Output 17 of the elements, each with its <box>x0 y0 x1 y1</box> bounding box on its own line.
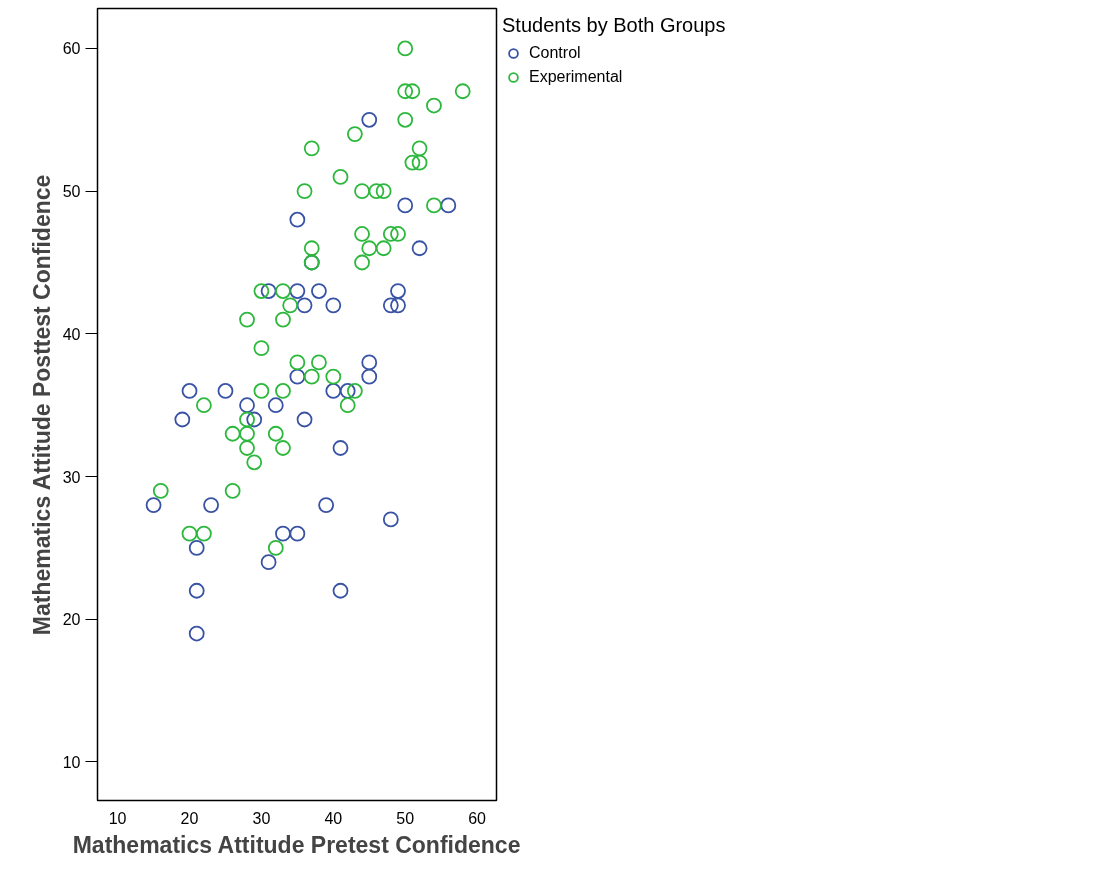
y-axis-title: Mathematics Attitude Posttest Confidence <box>28 174 55 636</box>
y-tick-label: 40 <box>62 325 81 343</box>
y-tick-label: 60 <box>62 40 81 58</box>
x-tick-label: 30 <box>252 809 271 827</box>
legend-title: Students by Both Groups <box>502 14 726 37</box>
x-tick-label: 10 <box>108 809 127 827</box>
y-tick-label: 30 <box>62 468 81 486</box>
legend-label: Control <box>529 44 581 62</box>
y-tick-label: 20 <box>62 611 81 629</box>
y-tick-label: 50 <box>62 183 81 201</box>
y-tick-label: 10 <box>62 753 81 771</box>
x-tick-label: 60 <box>468 809 487 827</box>
legend-label: Experimental <box>529 68 623 86</box>
x-tick-label: 50 <box>396 809 415 827</box>
x-tick-label: 40 <box>324 809 343 827</box>
x-tick-label: 20 <box>180 809 199 827</box>
x-axis-title: Mathematics Attitude Pretest Confidence <box>72 831 521 858</box>
